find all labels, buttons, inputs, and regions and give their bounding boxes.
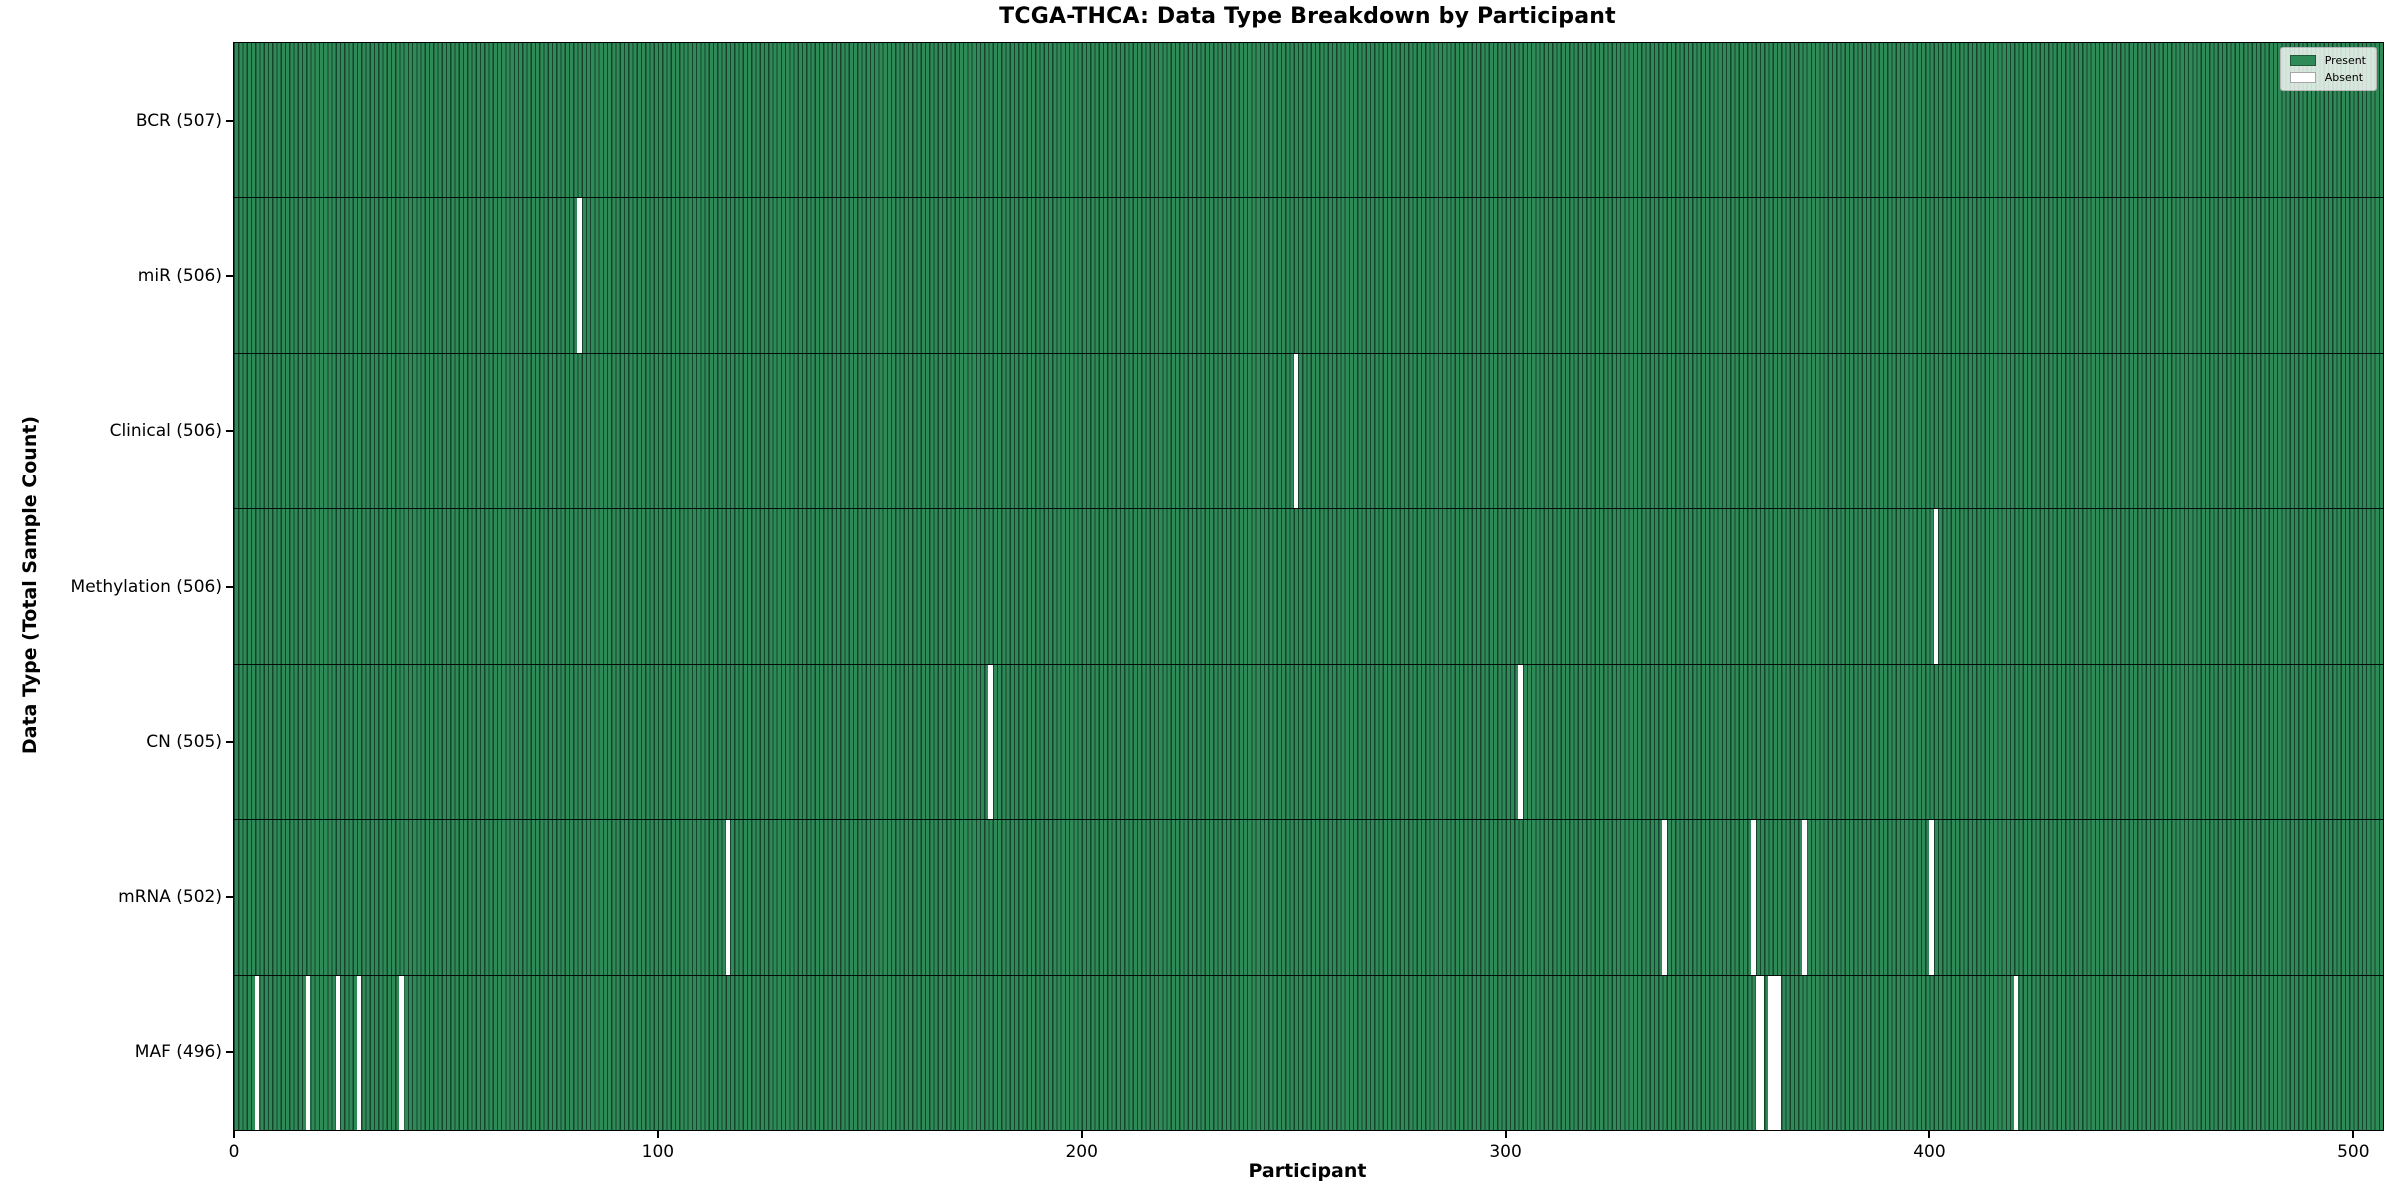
y-tick-label: BCR (507) [135,110,222,131]
x-tick-label: 300 [1489,1142,1522,1162]
rows [234,43,2383,1130]
absent-gap [1929,820,1934,975]
absent-gap [255,975,260,1130]
absent-gap [1933,509,1938,664]
absent-gap [1662,820,1667,975]
absent-gap [399,975,404,1130]
legend-label-absent: Absent [2324,71,2364,84]
absent-gap [1751,820,1756,975]
legend: Present Absent [2279,47,2377,91]
y-tick-label: MAF (496) [134,1042,222,1063]
absent-gap [1772,975,1777,1130]
x-axis-label: Participant [1248,1160,1367,1182]
x-tick-label: 200 [1065,1142,1098,1162]
absent-gap [356,975,362,1130]
datatype-row-mrna [234,820,2383,976]
absent-gap [1776,975,1782,1130]
x-tick-label: 0 [228,1142,240,1162]
absent-gap [988,664,993,820]
legend-entry-absent: Absent [2289,71,2366,84]
legend-entry-present: Present [2289,54,2366,67]
legend-swatch-absent [2289,72,2316,83]
x-tick-mark [1504,1130,1507,1138]
datatype-row-maf [234,975,2383,1130]
x-tick-mark [656,1130,659,1138]
legend-swatch-present [2289,55,2316,66]
absent-gap [725,820,730,975]
absent-gap [335,975,340,1130]
legend-label-present: Present [2324,54,2366,67]
datatype-row-clinical [234,353,2383,510]
x-tick-label: 500 [2337,1142,2370,1162]
x-tick-mark [2352,1130,2355,1138]
x-tick-label: 400 [1913,1142,1946,1162]
x-tick-mark [233,1130,235,1138]
absent-gap [1518,664,1523,820]
x-tick-mark [1928,1130,1931,1138]
absent-gap [1768,975,1773,1130]
y-tick-label: mRNA (502) [118,887,222,908]
y-tick-mark [226,1051,234,1054]
absent-gap [306,975,311,1130]
datatype-row-cn [234,664,2383,821]
datatype-row-mir [234,198,2383,354]
y-tick-label: Methylation (506) [70,576,222,597]
chart-title: TCGA-THCA: Data Type Breakdown by Partic… [999,4,1616,29]
absent-gap [577,198,582,353]
plot-area: Present Absent BCR (507) miR (506) Clinica… [71,42,2384,1162]
x-tick-mark [1080,1130,1083,1138]
y-axis-label: Data Type (Total Sample Count) [19,415,41,755]
absent-gap [1293,353,1298,509]
y-tick-mark [226,430,234,433]
absent-gap [1802,820,1807,975]
y-tick-label: Clinical (506) [109,421,222,442]
absent-gap [2014,975,2019,1130]
y-tick-mark [226,274,234,277]
y-tick-label: miR (506) [137,265,222,286]
y-tick-mark [226,585,234,588]
y-tick-mark [226,896,234,899]
absent-gap [1755,975,1760,1130]
y-tick-label: CN (505) [146,731,222,752]
x-tick-label: 100 [641,1142,675,1162]
absent-gap [1759,975,1765,1130]
y-tick-mark [226,740,234,743]
y-tick-mark [226,119,234,122]
datatype-row-methylation [234,509,2383,665]
datatype-row-bcr [234,43,2383,199]
